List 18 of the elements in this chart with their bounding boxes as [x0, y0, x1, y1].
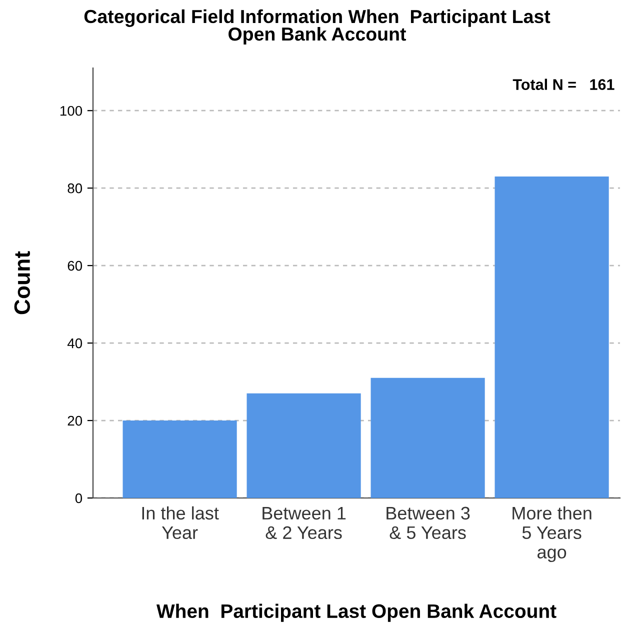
- bar: [494, 176, 609, 498]
- y-tick-label: 40: [67, 338, 82, 348]
- y-tick-label: 0: [75, 493, 82, 504]
- bar: [370, 378, 485, 498]
- x-tick-label: Between 1 & 2 Years: [262, 506, 346, 540]
- y-tick-label: 60: [68, 260, 82, 271]
- x-tick-label: In the last Year: [142, 506, 219, 540]
- x-tick-label: Between 3 & 5 Years: [386, 506, 470, 540]
- bar: [122, 420, 237, 498]
- y-tick-label: 100: [60, 106, 82, 116]
- y-tick-label: 80: [68, 183, 82, 194]
- y-tick-label: 20: [68, 416, 82, 426]
- x-axis-title: When Participant Last Open Bank Account: [156, 604, 556, 622]
- chart-title: Categorical Field Information When Participant Last Open Bank Account: [84, 9, 550, 44]
- x-tick-label: More then 5 Years ago: [512, 506, 592, 562]
- y-axis-title: Count: [14, 251, 30, 314]
- bar: [246, 393, 361, 498]
- annotation: Total N = 161: [512, 78, 614, 90]
